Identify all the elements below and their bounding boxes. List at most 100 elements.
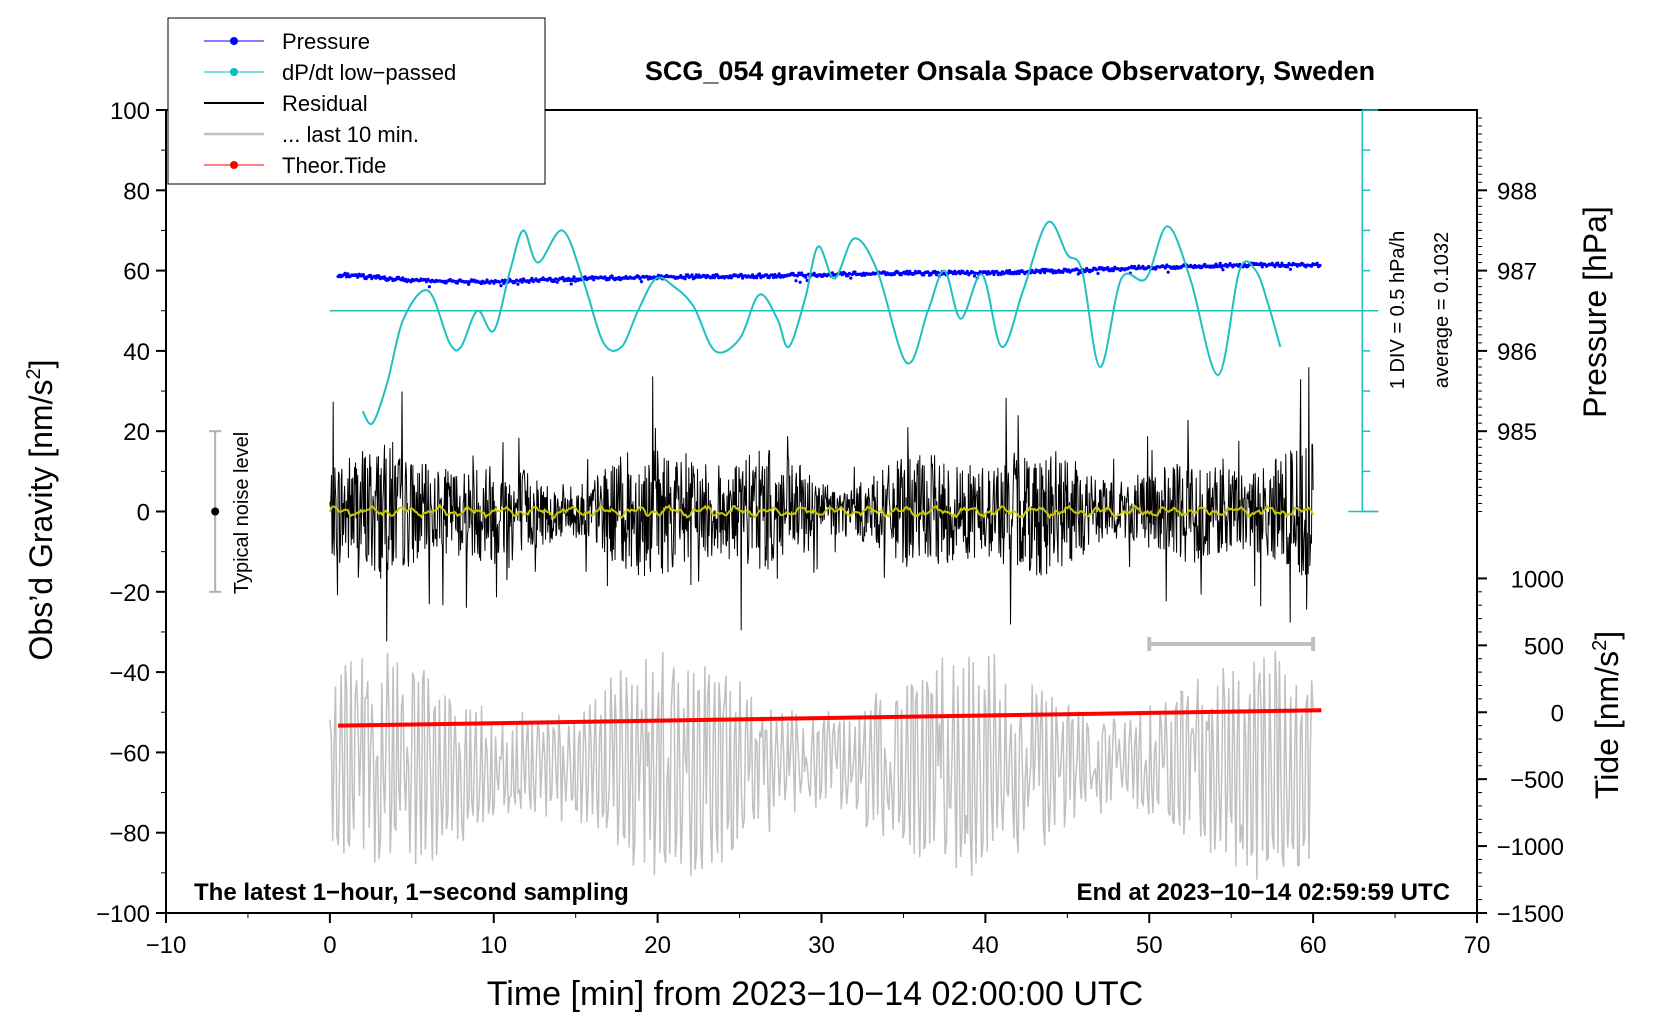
pressure-point [1038, 271, 1042, 275]
pressure-point [1315, 261, 1319, 265]
pressure-point [1287, 261, 1291, 266]
pressure-point [712, 276, 717, 280]
pressure-point [1033, 271, 1037, 275]
pressure-point [771, 275, 776, 280]
pressure-point [936, 270, 940, 274]
y-tick-label: −20 [109, 580, 150, 607]
pressure-point [1166, 270, 1170, 274]
pressure-point [840, 273, 844, 277]
pressure-point [853, 270, 857, 274]
legend-label: Residual [282, 91, 368, 116]
tide-tick-label: −500 [1510, 767, 1564, 794]
x-tick-label: 0 [323, 932, 336, 959]
pressure-point [1106, 265, 1110, 270]
legend-label: ... last 10 min. [282, 122, 419, 147]
pressure-point [793, 273, 797, 277]
pressure-point [1288, 267, 1292, 271]
footer-right-label: End at 2023−10−14 02:59:59 UTC [1076, 879, 1450, 906]
pressure-tick-label: 986 [1497, 339, 1537, 366]
pressure-point [1083, 270, 1087, 274]
pressure-point [1273, 265, 1277, 269]
pressure-point [368, 273, 372, 277]
tide-tick-label: −1500 [1497, 901, 1564, 928]
pressure-point [356, 275, 360, 279]
x-tick-label: 70 [1464, 932, 1491, 959]
pressure-point [908, 269, 912, 273]
pressure-point [499, 284, 503, 288]
pressure-point [1163, 266, 1167, 270]
pressure-point [777, 272, 781, 276]
pressure-point [1016, 269, 1020, 273]
dpdt-series [361, 220, 1282, 426]
pressure-point [607, 277, 611, 281]
pressure-point [1286, 265, 1290, 269]
pressure-point [502, 281, 506, 285]
x-tick-label: 20 [644, 932, 671, 959]
pressure-point [690, 273, 694, 277]
pressure-point [965, 269, 969, 273]
pressure-point [843, 271, 847, 276]
pressure-point [656, 273, 660, 277]
pressure-point [516, 282, 520, 286]
pressure-point [933, 269, 937, 273]
y-tick-label: 40 [123, 339, 150, 366]
pressure-point [610, 274, 614, 278]
pressure-point [583, 275, 587, 279]
x-tick-label: 60 [1300, 932, 1327, 959]
residual-series [329, 367, 1314, 642]
pressure-point [849, 276, 853, 280]
y-tick-label: 100 [110, 98, 150, 125]
pressure-point [1017, 271, 1021, 276]
pressure-point [958, 272, 962, 276]
pressure-point [812, 271, 816, 275]
tide-tick-label: −1000 [1497, 834, 1564, 861]
legend-label: dP/dt low−passed [282, 60, 456, 85]
pressure-point [554, 277, 558, 281]
pressure-point [905, 269, 909, 273]
pressure-point [426, 277, 430, 281]
pressure-point [1096, 271, 1100, 276]
pressure-point [999, 272, 1003, 276]
pressure-point [361, 273, 365, 277]
legend-marker [230, 37, 238, 45]
dpdt-scale-label: 1 DIV = 0.5 hPa/h [1387, 231, 1409, 389]
pressure-point [1165, 263, 1169, 267]
x-axis-label: Time [min] from 2023−10−14 02:00:00 UTC [487, 975, 1143, 1013]
pressure-point [995, 269, 999, 273]
pressure-point [1041, 267, 1045, 271]
pressure-point [1095, 268, 1099, 272]
pressure-point [951, 272, 955, 276]
pressure-point [926, 270, 930, 274]
legend-label: Pressure [282, 29, 370, 54]
pressure-point [992, 273, 996, 277]
pressure-point [794, 279, 798, 283]
noise-level-center [211, 507, 220, 516]
pressure-point [1050, 268, 1054, 272]
pressure-point [686, 273, 690, 277]
pressure-point [1276, 261, 1280, 265]
legend-entries: Pressure dP/dt low−passed Residual ... last… [204, 29, 456, 178]
legend-label: Theor.Tide [282, 153, 386, 178]
pressure-point [520, 280, 524, 284]
pressure-point [1213, 265, 1217, 269]
x-tick-label: 50 [1136, 932, 1163, 959]
pressure-point [715, 273, 719, 277]
pressure-point [882, 270, 887, 274]
x-tick-label: 40 [972, 932, 999, 959]
chart-title: SCG_054 gravimeter Onsala Space Observat… [645, 56, 1375, 86]
pressure-point [354, 273, 358, 277]
pressure-point [847, 271, 852, 275]
pressure-point [492, 281, 496, 285]
pressure-point [1007, 268, 1012, 273]
pressure-point [1279, 264, 1283, 268]
pressure-point [1014, 272, 1019, 276]
pressure-point [974, 271, 978, 275]
pressure-point [401, 276, 405, 280]
pressure-point [1090, 268, 1094, 272]
pressure-point [1005, 269, 1009, 273]
pressure-point [568, 278, 572, 283]
pressure-point [1203, 262, 1207, 266]
pressure-point [1154, 267, 1158, 271]
pressure-point [639, 280, 644, 284]
y-axis-label-left: Obs’d Gravity [nm/s2] [23, 360, 59, 661]
